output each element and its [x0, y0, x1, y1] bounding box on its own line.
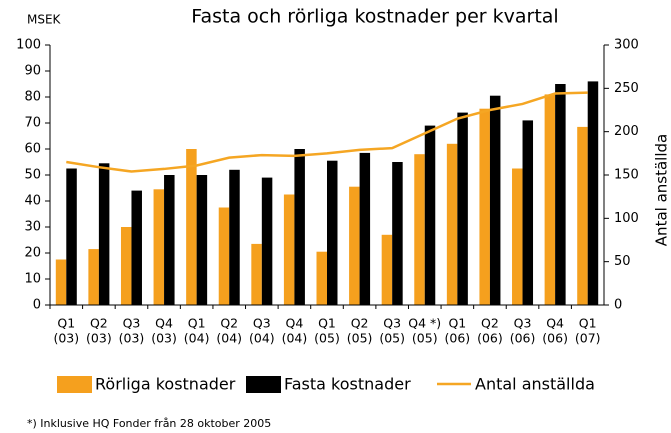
y-tick-label: 10	[24, 272, 41, 287]
x-tick-label: Q2	[351, 316, 369, 331]
bar	[153, 189, 165, 305]
bar	[381, 234, 393, 305]
bar	[489, 95, 501, 305]
x-tick-label: (04)	[184, 331, 210, 346]
x-tick-label: (05)	[412, 331, 438, 346]
bar	[327, 160, 338, 305]
x-tick-label: Q4 *)	[408, 316, 441, 331]
legend-swatch	[246, 376, 281, 393]
x-tick-label: Q4	[546, 316, 564, 331]
bar	[120, 227, 132, 305]
y2-tick-label: 200	[614, 124, 639, 139]
x-tick-label: Q3	[123, 316, 141, 331]
x-tick-label: (06)	[542, 331, 568, 346]
x-tick-label: (04)	[249, 331, 275, 346]
bar	[55, 259, 67, 305]
x-tick-label: (06)	[445, 331, 471, 346]
x-tick-label: Q2	[220, 316, 238, 331]
x-tick-label: (05)	[347, 331, 373, 346]
bar	[316, 251, 327, 305]
x-tick-label: Q1	[448, 316, 466, 331]
x-tick-label: Q2	[90, 316, 108, 331]
bar	[512, 168, 523, 305]
x-tick-label: (03)	[119, 331, 145, 346]
x-tick-label: Q2	[481, 316, 499, 331]
bar	[131, 190, 142, 305]
bar	[479, 108, 490, 305]
bar	[196, 175, 208, 305]
bar	[446, 143, 458, 305]
y-tick-label: 0	[33, 298, 41, 313]
legend-swatch	[57, 376, 92, 393]
footnote: *) Inklusive HQ Fonder från 28 oktober 2…	[27, 417, 271, 430]
bar	[587, 81, 599, 306]
bar	[283, 194, 295, 305]
bar	[392, 162, 403, 305]
y2-tick-label: 250	[614, 81, 639, 96]
legend-label: Fasta kostnader	[284, 375, 411, 394]
bar	[349, 186, 360, 305]
x-tick-label: (05)	[314, 331, 340, 346]
x-tick-label: (05)	[379, 331, 405, 346]
y2-tick-label: 150	[614, 168, 639, 183]
y-tick-label: 40	[24, 194, 41, 209]
bar	[98, 163, 110, 305]
x-tick-label: Q1	[188, 316, 206, 331]
bar	[294, 149, 305, 305]
bar	[577, 126, 588, 306]
chart-title: Fasta och rörliga kostnader per kvartal	[191, 6, 558, 28]
line	[66, 91, 588, 173]
x-tick-label: (04)	[282, 331, 308, 346]
bar	[359, 152, 371, 305]
y-tick-label: 100	[16, 38, 41, 53]
y-axis-label: MSEK	[27, 13, 62, 27]
bar	[186, 149, 197, 305]
x-tick-label: Q4	[155, 316, 173, 331]
x-tick-label: Q1	[57, 316, 75, 331]
bar	[88, 249, 99, 305]
bar	[218, 207, 230, 305]
legend-label: Rörliga kostnader	[95, 375, 236, 394]
x-tick-label: (06)	[477, 331, 503, 346]
y2-tick-label: 0	[614, 298, 622, 313]
y-tick-label: 80	[24, 90, 41, 105]
x-tick-label: Q3	[253, 316, 271, 331]
bar	[229, 169, 240, 305]
x-tick-label: Q4	[286, 316, 304, 331]
y2-tick-label: 50	[614, 254, 631, 269]
bar	[251, 243, 262, 305]
y-tick-label: 90	[24, 64, 41, 79]
bar	[555, 84, 566, 305]
bar	[457, 112, 468, 305]
y2-tick-label: 100	[614, 211, 639, 226]
legend-label: Antal anställda	[475, 375, 595, 394]
x-tick-label: (03)	[86, 331, 112, 346]
bar	[164, 175, 175, 305]
x-tick-label: (06)	[510, 331, 536, 346]
y-tick-label: 60	[24, 142, 41, 157]
x-tick-label: (03)	[151, 331, 177, 346]
y-tick-label: 70	[24, 116, 41, 131]
x-tick-label: (03)	[53, 331, 79, 346]
x-tick-label: Q1	[318, 316, 336, 331]
x-tick-label: Q3	[383, 316, 401, 331]
x-tick-label: Q1	[579, 316, 597, 331]
bar	[424, 125, 436, 305]
bar	[522, 120, 534, 306]
bar	[544, 94, 556, 306]
y2-tick-label: 300	[614, 38, 639, 53]
bar	[261, 177, 273, 305]
y-tick-label: 50	[24, 168, 41, 183]
bar	[66, 168, 77, 305]
x-tick-label: (04)	[216, 331, 242, 346]
x-tick-label: Q3	[514, 316, 532, 331]
bar	[414, 154, 425, 305]
x-tick-label: (07)	[575, 331, 601, 346]
y-tick-label: 30	[24, 220, 41, 235]
y-tick-label: 20	[24, 246, 41, 261]
y2-axis-label: Antal anställda	[653, 134, 671, 246]
